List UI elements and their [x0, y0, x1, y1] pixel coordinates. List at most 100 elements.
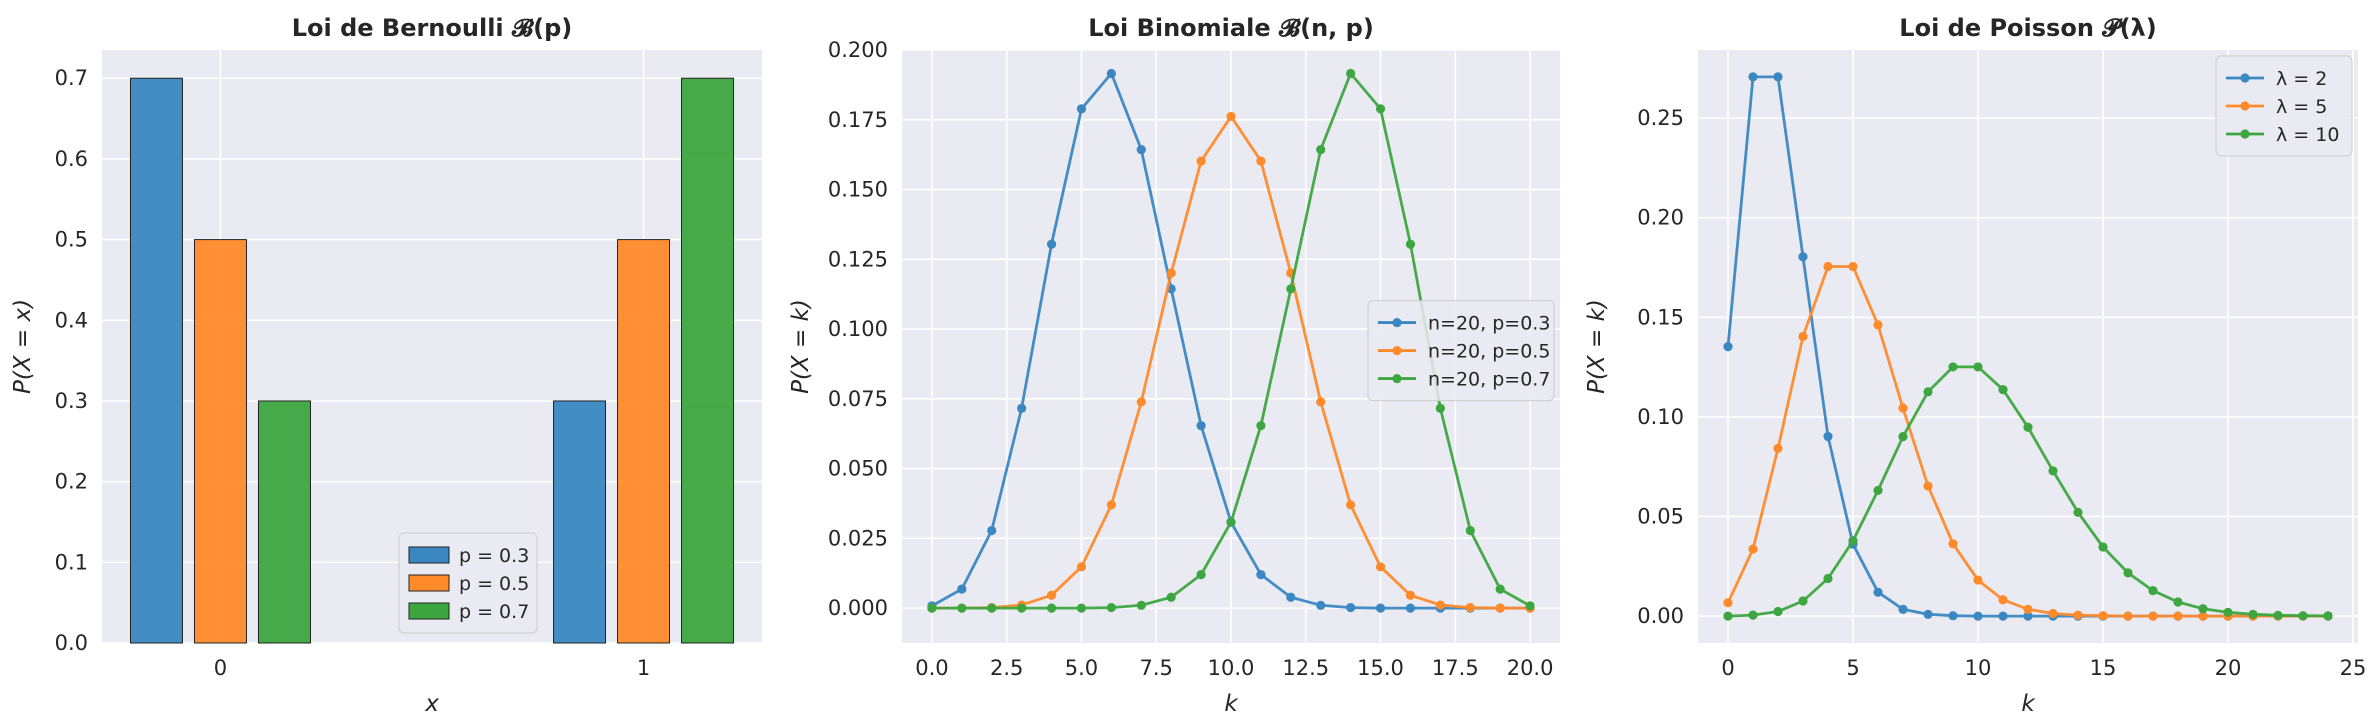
point-n-20-p-0-5-k19 — [1495, 603, 1505, 613]
legend-marker — [1392, 345, 1402, 356]
point-n-20-p-0-5-k17 — [1435, 600, 1445, 610]
x-tick-label: 1 — [637, 656, 650, 680]
legend-label: p = 0.7 — [459, 601, 529, 623]
point-n-20-p-0-7-k0 — [927, 603, 937, 613]
point--5-k7 — [1898, 403, 1908, 413]
point-n-20-p-0-7-k15 — [1375, 104, 1386, 114]
y-tick-label: 0.2 — [55, 470, 88, 494]
legend-marker — [2240, 101, 2250, 111]
point--5-k2 — [1773, 443, 1783, 453]
point--10-k10 — [1973, 362, 1983, 372]
point--2-k0 — [1723, 341, 1733, 352]
y-tick-label: 0.0 — [55, 631, 88, 655]
y-tick-label: 0.125 — [828, 247, 888, 271]
bar-p-0-5-1 — [617, 239, 671, 644]
legend-label: λ = 10 — [2276, 124, 2339, 146]
point--5-k3 — [1798, 331, 1808, 342]
legend-label: λ = 2 — [2276, 68, 2327, 90]
y-tick-label: 0.15 — [1637, 305, 1684, 329]
x-tick-label: 15.0 — [1357, 656, 1404, 680]
point-n-20-p-0-5-k8 — [1166, 268, 1176, 278]
y-tick-label: 0.05 — [1637, 505, 1684, 529]
point--5-k1 — [1748, 544, 1758, 554]
ticks-bernoulli: 0.0 0.1 0.2 0.3 0.4 0.5 0.6 0.7 0 1 — [55, 66, 651, 680]
y-tick-label: 0.5 — [55, 228, 88, 252]
point--5-k10 — [1973, 575, 1983, 585]
point--10-k18 — [2173, 597, 2183, 607]
y-axis-label-bernoulli: P(X = x) — [10, 299, 36, 394]
point--10-k12 — [2023, 422, 2033, 432]
legend-marker — [1392, 317, 1402, 328]
point--2-k6 — [1873, 587, 1883, 597]
legend-swatch — [408, 574, 450, 592]
x-tick-label: 17.5 — [1432, 656, 1479, 680]
point--10-k11 — [1998, 385, 2008, 395]
point-n-20-p-0-7-k6 — [1106, 602, 1116, 613]
point-n-20-p-0-5-k16 — [1405, 590, 1416, 600]
point-n-20-p-0-7-k14 — [1346, 68, 1356, 79]
point-n-20-p-0-7-k3 — [1017, 603, 1027, 613]
point--5-k15 — [2098, 611, 2108, 621]
chart-title-bernoulli: Loi de Bernoulli 𝓑(p) — [292, 14, 573, 42]
point-n-20-p-0-3-k7 — [1136, 145, 1146, 155]
point--10-k9 — [1948, 362, 1958, 372]
legend-bernoulli: p = 0.3 p = 0.5 p = 0.7 — [398, 532, 538, 634]
x-tick-label: 10 — [1965, 656, 1992, 680]
point--10-k7 — [1898, 432, 1908, 442]
point--10-k13 — [2048, 466, 2058, 476]
x-axis-label-bernoulli: x — [424, 691, 439, 717]
bar-p-0-7-1 — [681, 77, 735, 644]
point-n-20-p-0-3-k6 — [1106, 68, 1116, 79]
y-tick-label: 0.175 — [828, 108, 888, 132]
point-n-20-p-0-5-k6 — [1106, 500, 1116, 510]
point-n-20-p-0-7-k2 — [987, 603, 997, 613]
point-n-20-p-0-5-k15 — [1375, 562, 1386, 572]
x-tick-label: 0 — [1721, 656, 1734, 680]
point--10-k0 — [1723, 611, 1733, 621]
point-n-20-p-0-7-k9 — [1196, 570, 1206, 580]
y-tick-label: 0.4 — [55, 308, 88, 332]
point--5-k9 — [1948, 539, 1958, 549]
point--2-k1 — [1748, 72, 1758, 82]
point-n-20-p-0-3-k2 — [987, 525, 997, 536]
x-tick-label: 20 — [2215, 656, 2242, 680]
legend-label: n=20, p=0.7 — [1428, 369, 1550, 391]
point-n-20-p-0-7-k1 — [957, 603, 967, 613]
y-tick-label: 0.25 — [1637, 106, 1684, 130]
chart-title-binomial: Loi Binomiale 𝓑(n, p) — [1088, 14, 1374, 42]
point--2-k12 — [2023, 611, 2033, 621]
point--10-k6 — [1873, 485, 1883, 496]
point-n-20-p-0-3-k3 — [1017, 403, 1027, 413]
legend-frame — [2215, 55, 2353, 157]
legend-label: n=20, p=0.3 — [1428, 313, 1550, 335]
y-tick-label: 0.1 — [55, 550, 88, 574]
legend-marker — [2240, 129, 2250, 139]
point-n-20-p-0-3-k5 — [1076, 104, 1087, 114]
y-tick-label: 0.050 — [828, 457, 888, 481]
point--10-k22 — [2273, 610, 2283, 620]
x-tick-label: 0.0 — [915, 656, 948, 680]
point-n-20-p-0-5-k7 — [1136, 397, 1146, 407]
y-tick-label: 0.100 — [828, 317, 888, 341]
point-n-20-p-0-3-k13 — [1316, 600, 1326, 610]
legend-binomial: n=20, p=0.3 n=20, p=0.5 n=20, p=0.7 — [1367, 300, 1555, 402]
x-tick-label: 15 — [2090, 656, 2117, 680]
point--2-k10 — [1973, 611, 1983, 621]
point--5-k11 — [1998, 595, 2008, 605]
legend-frame — [1367, 300, 1555, 402]
point-n-20-p-0-5-k14 — [1346, 500, 1356, 510]
y-tick-label: 0.10 — [1637, 405, 1684, 429]
point-n-20-p-0-7-k8 — [1166, 592, 1176, 602]
point--10-k15 — [2098, 542, 2108, 552]
point--5-k5 — [1848, 261, 1858, 272]
point-n-20-p-0-7-k7 — [1136, 600, 1146, 610]
point--10-k4 — [1823, 573, 1833, 584]
point-n-20-p-0-5-k10 — [1226, 111, 1236, 122]
point--5-k4 — [1823, 261, 1833, 272]
point--10-k19 — [2198, 604, 2208, 614]
point-n-20-p-0-7-k12 — [1286, 284, 1296, 294]
y-tick-label: 0.025 — [828, 526, 888, 550]
point-n-20-p-0-5-k4 — [1046, 590, 1057, 600]
x-tick-label: 7.5 — [1140, 656, 1173, 680]
panel-binomial: 0.000 0.025 0.050 0.075 0.100 0.125 0.150 0.175… — [788, 14, 1560, 717]
